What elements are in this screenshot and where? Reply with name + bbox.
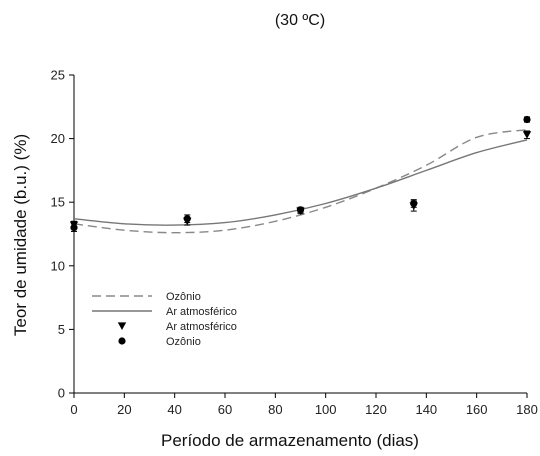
x-tick-label: 140 <box>415 402 437 417</box>
x-tick-label: 60 <box>218 402 232 417</box>
x-tick-label: 160 <box>466 402 488 417</box>
data-point-ozonio <box>523 115 531 124</box>
legend-marker-swatch <box>117 322 127 330</box>
legend-label: Ar atmosférico <box>166 321 237 333</box>
data-point-ozonio <box>410 199 418 208</box>
legend: Ozônio Ar atmosférico Ar atmosférico Ozônio <box>92 291 237 348</box>
x-tick-label: 120 <box>365 402 387 417</box>
x-tick-label: 180 <box>516 402 538 417</box>
data-point-ozonio <box>296 206 305 214</box>
y-tick-label: 25 <box>51 68 65 83</box>
x-tick-label: 20 <box>117 402 131 417</box>
fit-line-ozonio <box>73 129 528 234</box>
x-tick-label: 40 <box>167 402 181 417</box>
y-axis-title: Teor de umidade (b.u.) (%) <box>11 134 30 336</box>
y-tick-label: 15 <box>51 195 65 210</box>
legend-label: Ozônio <box>166 336 201 348</box>
legend-marker-swatch <box>118 337 126 345</box>
data-point-ozonio <box>183 215 191 223</box>
x-tick-label: 80 <box>268 402 282 417</box>
plot-area <box>69 115 532 234</box>
x-tick-label: 100 <box>315 402 337 417</box>
axes: 0 20 40 60 80 100 120 140 160 180 0 5 10 15 20 25 <box>51 68 538 418</box>
legend-label: Ar atmosférico <box>166 306 237 318</box>
x-tick-label: 0 <box>70 402 77 417</box>
y-tick-label: 20 <box>51 131 65 146</box>
data-point-ar-atmosferico <box>522 131 532 139</box>
y-tick-label: 0 <box>58 386 65 401</box>
y-tick-label: 5 <box>58 322 65 337</box>
x-axis-title: Período de armazenamento (dias) <box>161 431 419 450</box>
y-tick-label: 10 <box>51 258 65 273</box>
chart-title: (30 ºC) <box>275 12 325 29</box>
legend-label: Ozônio <box>166 291 201 303</box>
data-point-ozonio <box>70 224 78 232</box>
